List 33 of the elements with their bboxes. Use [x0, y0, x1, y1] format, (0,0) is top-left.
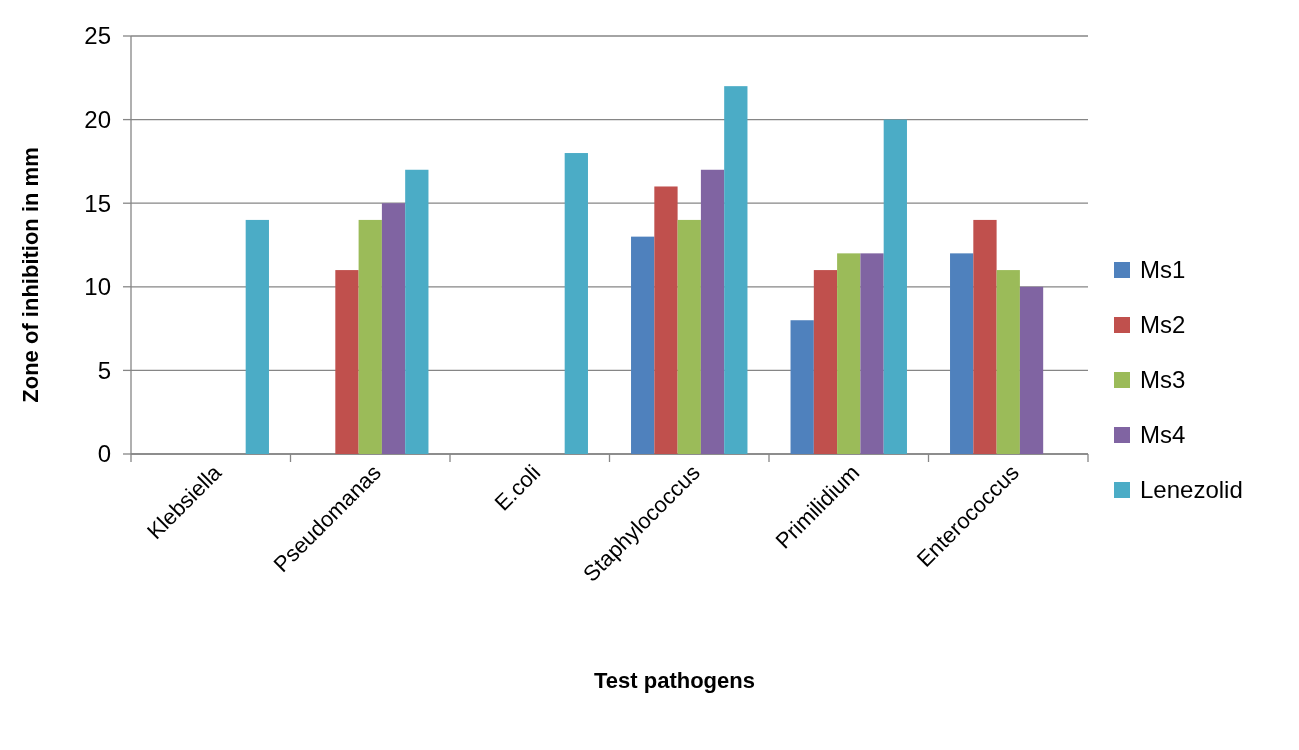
y-tick-label: 5 [97, 356, 111, 384]
bar [996, 270, 1020, 454]
bar [654, 186, 678, 454]
bar [860, 253, 884, 454]
legend-label: Ms3 [1140, 366, 1186, 394]
bar [564, 153, 588, 454]
y-tick-label: 20 [84, 106, 111, 133]
y-tick-label: 10 [84, 273, 111, 301]
bar [1019, 286, 1044, 454]
y-tick-label: 0 [97, 440, 111, 468]
bar [813, 270, 838, 454]
bar [631, 236, 655, 454]
bar [358, 219, 382, 454]
bar [837, 253, 861, 454]
bar [700, 169, 725, 454]
legend-label: Lenezolid [1140, 476, 1243, 504]
bar [405, 169, 429, 454]
legend-label: Ms4 [1140, 421, 1186, 449]
bar [883, 119, 907, 454]
bar [335, 270, 359, 454]
bar [724, 86, 748, 454]
legend-label: Ms1 [1140, 256, 1186, 284]
bar [950, 253, 974, 454]
y-axis-title: Zone of inhibition in mm [18, 147, 43, 403]
bar [973, 219, 997, 454]
bar [381, 203, 406, 454]
x-axis-title: Test pathogens [594, 668, 755, 693]
bar [790, 320, 814, 454]
legend-label: Ms2 [1140, 311, 1186, 339]
y-tick-label: 15 [84, 189, 111, 217]
bar [677, 219, 701, 454]
bar [245, 219, 269, 454]
y-tick-label: 25 [84, 22, 111, 50]
